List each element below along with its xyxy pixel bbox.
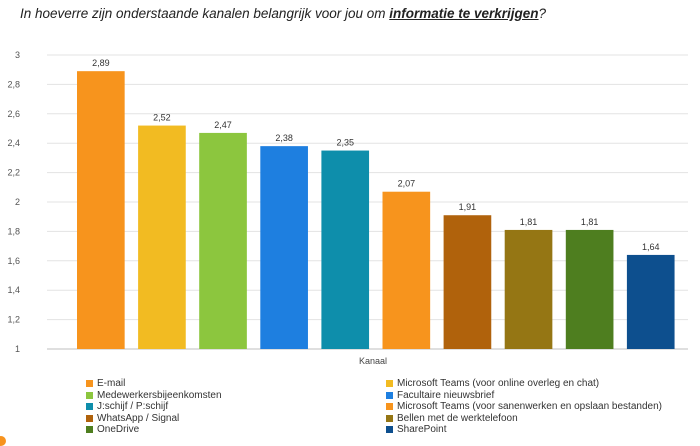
legend-swatch [386, 403, 393, 411]
bar-8 [504, 229, 553, 349]
corner-decoration [0, 436, 6, 446]
legend-label: Microsoft Teams (voor online overleg en … [397, 378, 600, 390]
bar-10 [626, 254, 675, 349]
legend-swatch [86, 414, 93, 422]
legend-label: Bellen met de werktelefoon [397, 412, 518, 424]
legend-label: SharePoint [397, 424, 447, 436]
bar-4 [260, 146, 308, 349]
title-prefix: In hoeverre zijn onderstaande kanalen be… [20, 6, 390, 21]
legend-label: OneDrive [97, 424, 140, 436]
legend-swatch [386, 380, 393, 388]
y-tick-label: 2 [15, 197, 20, 207]
legend-label: J:schijf / P:schijf [97, 401, 169, 413]
legend-item: J:schijf / P:schijf [86, 401, 386, 413]
legend-item: Facultaire nieuwsbrief [386, 390, 686, 402]
legend-swatch [86, 380, 93, 388]
data-labels: 2,89 2,52 2,47 2,38 2,35 2,07 1,91 1,81 1,81 1,64 [92, 58, 659, 252]
bar-chart: 1 1,2 1,4 1,6 1,8 2 2,2 2,4 2,6 2,8 3 2,89 2,52 2,47… [7, 50, 688, 366]
legend-label: Facultaire nieuwsbrief [397, 389, 495, 401]
legend-label: Medewerkersbijeenkomsten [97, 389, 222, 401]
legend-item: OneDrive [86, 424, 386, 436]
bars [77, 71, 675, 350]
title-suffix: ? [538, 6, 547, 21]
legend-swatch [86, 403, 93, 411]
y-tick-label: 2,6 [7, 109, 20, 119]
legend-item: Microsoft Teams (voor sanenwerken en ops… [386, 401, 686, 413]
y-tick-label: 1,4 [7, 285, 20, 295]
bar-6 [382, 191, 431, 349]
data-label: 2,35 [336, 138, 354, 148]
data-label: 1,81 [581, 217, 599, 227]
legend-label: Microsoft Teams (voor sanenwerken en ops… [397, 401, 662, 413]
data-label: 1,91 [459, 202, 477, 212]
legend-item: WhatsApp / Signal [86, 413, 386, 425]
y-tick-label: 1,6 [7, 256, 20, 266]
legend-label: WhatsApp / Signal [97, 412, 180, 424]
data-label: 2,38 [275, 133, 293, 143]
legend-swatch [386, 414, 393, 422]
legend-label: E-mail [97, 378, 126, 390]
y-tick-label: 1 [15, 344, 20, 354]
bar-9 [565, 229, 614, 349]
bar-7 [443, 215, 492, 349]
legend-item: Bellen met de werktelefoon [386, 413, 686, 425]
data-label: 2,52 [153, 113, 171, 123]
title-emphasis: informatie te verkrijgen [389, 6, 539, 21]
x-axis-label: Kanaal [359, 356, 387, 366]
data-label: 2,47 [214, 120, 232, 130]
y-tick-label: 2,4 [7, 138, 20, 148]
y-tick-label: 1,8 [7, 226, 20, 236]
bar-3 [199, 132, 247, 349]
data-label: 1,64 [642, 242, 660, 252]
y-tick-label: 2,2 [7, 168, 20, 178]
legend-swatch [86, 391, 93, 399]
bar-2 [138, 125, 186, 349]
legend-swatch [386, 426, 393, 434]
y-tick-label: 2,8 [7, 79, 20, 89]
legend-item: E-mail [86, 378, 386, 390]
data-label: 2,07 [398, 179, 416, 189]
legend: E-mail Microsoft Teams (voor online overl… [86, 378, 686, 436]
bar-5 [321, 150, 370, 349]
data-label: 2,89 [92, 58, 110, 68]
legend-swatch [386, 391, 393, 399]
data-label: 1,81 [520, 217, 538, 227]
y-tick-label: 1,2 [7, 315, 20, 325]
bar-1 [77, 71, 125, 350]
legend-item: Microsoft Teams (voor online overleg en … [386, 378, 686, 390]
legend-item: Medewerkersbijeenkomsten [86, 390, 386, 402]
chart-title: In hoeverre zijn onderstaande kanalen be… [20, 6, 690, 21]
y-axis: 1 1,2 1,4 1,6 1,8 2 2,2 2,4 2,6 2,8 3 [7, 50, 20, 354]
y-tick-label: 3 [15, 50, 20, 60]
legend-item: SharePoint [386, 424, 686, 436]
legend-swatch [86, 426, 93, 434]
